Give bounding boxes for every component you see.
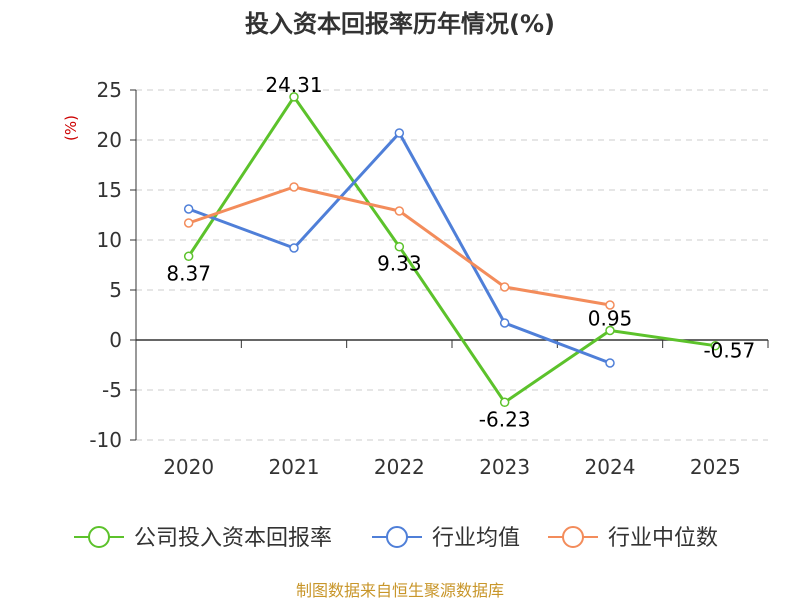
data-label-2020: 8.37 bbox=[166, 261, 211, 285]
x-tick-label-2021: 2021 bbox=[269, 455, 320, 479]
data-labels: 8.37 24.31 9.33 -6.23 0.95 -0.57 bbox=[166, 73, 755, 431]
point-2-2021 bbox=[289, 182, 299, 192]
y-tick-label-1: 20 bbox=[97, 128, 122, 152]
point-0-2021 bbox=[289, 92, 299, 102]
point-1-2023 bbox=[499, 318, 510, 328]
axes: 25 20 15 10 5 0 -5 -10 2020 2021 2022 2023 2024 2025 bbox=[89, 78, 769, 479]
series-lines bbox=[183, 92, 721, 408]
x-tick-label-2020: 2020 bbox=[163, 455, 214, 479]
data-label-2025: -0.57 bbox=[703, 339, 755, 363]
legend-marker-0 bbox=[88, 526, 110, 548]
y-tick-label-4: 5 bbox=[109, 278, 122, 302]
point-0-2023 bbox=[499, 397, 510, 408]
point-0-2025 bbox=[710, 340, 721, 351]
legend-marker-2 bbox=[562, 526, 584, 548]
legend-label-1: 行业均值 bbox=[432, 526, 520, 551]
y-tick-label-7: -10 bbox=[89, 428, 122, 452]
chart-title: 投入资本回报率历年情况(%) bbox=[245, 10, 555, 38]
legend: 公司投入资本回报率 行业均值 行业中位数 bbox=[74, 526, 718, 551]
y-tick-label-6: -5 bbox=[102, 378, 122, 402]
x-tick-label-2024: 2024 bbox=[585, 455, 636, 479]
point-2-2023 bbox=[499, 282, 510, 292]
y-axis-unit: (%) bbox=[62, 115, 80, 141]
y-tick-label-2: 15 bbox=[97, 178, 122, 202]
legend-marker-1 bbox=[386, 526, 408, 548]
point-0-2024 bbox=[605, 325, 615, 336]
y-tick-label-0: 25 bbox=[97, 78, 122, 102]
point-2-2024 bbox=[605, 300, 615, 310]
series-line-0 bbox=[187, 95, 716, 404]
x-tick-label-2023: 2023 bbox=[479, 455, 530, 479]
data-label-2023: -6.23 bbox=[479, 407, 531, 431]
data-label-2021: 24.31 bbox=[265, 73, 322, 97]
x-tick-label-2025: 2025 bbox=[690, 455, 741, 479]
data-label-2022: 9.33 bbox=[377, 252, 422, 276]
point-0-2020 bbox=[183, 251, 194, 262]
point-2-2022 bbox=[394, 206, 405, 216]
point-1-2020 bbox=[183, 204, 194, 214]
point-0-2022 bbox=[394, 241, 405, 252]
y-tick-label-5: 0 bbox=[109, 328, 122, 352]
point-2-2020 bbox=[183, 218, 194, 228]
y-tick-label-3: 10 bbox=[97, 228, 122, 252]
point-1-2024 bbox=[605, 358, 615, 368]
source-note: 制图数据来自恒生聚源数据库 bbox=[296, 581, 504, 600]
x-tick-label-2022: 2022 bbox=[374, 455, 425, 479]
point-1-2021 bbox=[289, 243, 299, 253]
data-label-2024: 0.95 bbox=[588, 307, 633, 331]
gridlines bbox=[136, 89, 768, 441]
legend-label-0: 公司投入资本回报率 bbox=[134, 526, 332, 551]
legend-label-2: 行业中位数 bbox=[608, 526, 718, 551]
point-1-2022 bbox=[394, 128, 405, 138]
